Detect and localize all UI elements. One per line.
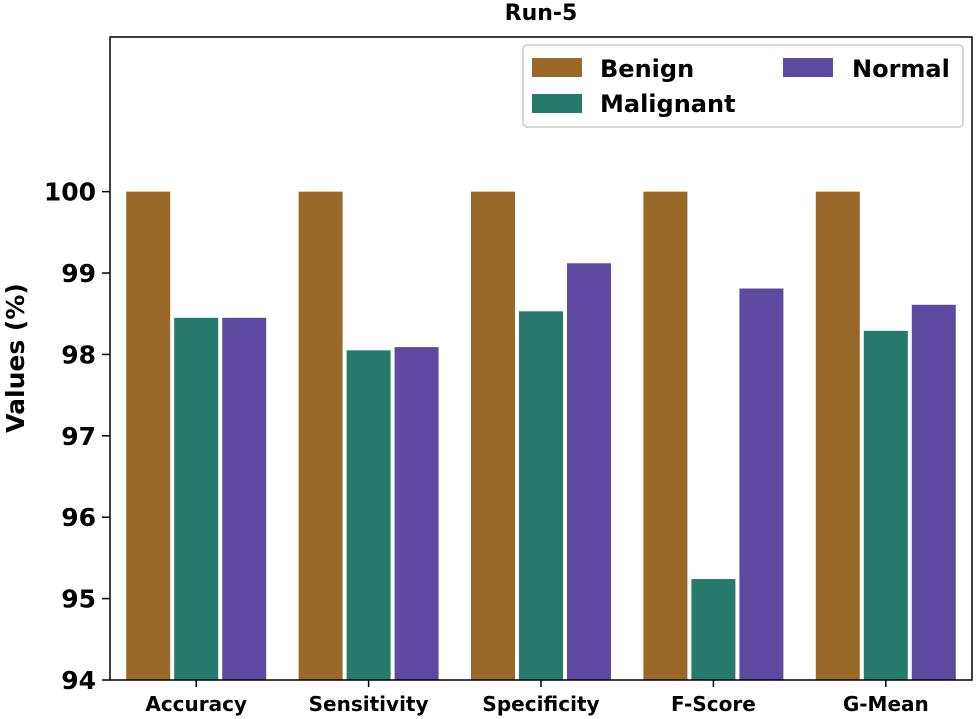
legend-label-benign: Benign [600, 55, 694, 83]
legend: Benign Malignant Normal [522, 44, 964, 128]
bar-benign-specificity [471, 191, 515, 680]
bar-malignant-g-mean [863, 330, 908, 680]
y-tick-label: 99 [61, 259, 96, 288]
x-tick-label: G-Mean [843, 692, 929, 716]
legend-label-normal: Normal [852, 55, 950, 83]
legend-label-malignant: Malignant [600, 90, 736, 118]
bar-malignant-sensitivity [346, 350, 391, 680]
y-tick-label: 95 [61, 585, 96, 614]
bar-benign-accuracy [126, 191, 171, 680]
bar-normal-f-score [739, 288, 784, 680]
legend-swatch-malignant [532, 94, 582, 113]
y-tick-label: 94 [61, 666, 96, 695]
y-tick-label: 97 [61, 422, 96, 451]
x-tick-label: Accuracy [145, 692, 247, 716]
x-tick-label: Specificity [482, 692, 599, 716]
bar-benign-sensitivity [298, 191, 343, 680]
bar-malignant-accuracy [174, 317, 219, 680]
y-tick-label: 98 [61, 340, 96, 369]
legend-swatch-benign [532, 58, 582, 77]
chart-title: Run-5 [505, 1, 578, 26]
x-tick-label: Sensitivity [309, 692, 429, 716]
legend-box [522, 44, 964, 128]
y-axis-ticks: 94 95 96 97 98 99 100 [44, 178, 110, 695]
bar-normal-g-mean [911, 304, 956, 680]
bar-normal-accuracy [222, 317, 267, 680]
y-tick-label: 96 [61, 503, 96, 532]
bar-malignant-f-score [691, 579, 736, 680]
bars-group [126, 191, 956, 680]
bar-malignant-specificity [519, 311, 563, 680]
bar-normal-specificity [567, 263, 611, 680]
plot-frame [109, 36, 973, 681]
y-tick-label: 100 [44, 178, 96, 207]
bar-benign-g-mean [815, 191, 860, 680]
x-tick-label: F-Score [671, 692, 756, 716]
y-axis-label: Values (%) [1, 283, 30, 433]
bar-normal-sensitivity [394, 347, 439, 680]
bar-benign-f-score [643, 191, 688, 680]
x-axis-ticks: Accuracy Sensitivity Specificity F-Score G-M… [145, 680, 929, 716]
legend-swatch-normal [783, 58, 833, 77]
